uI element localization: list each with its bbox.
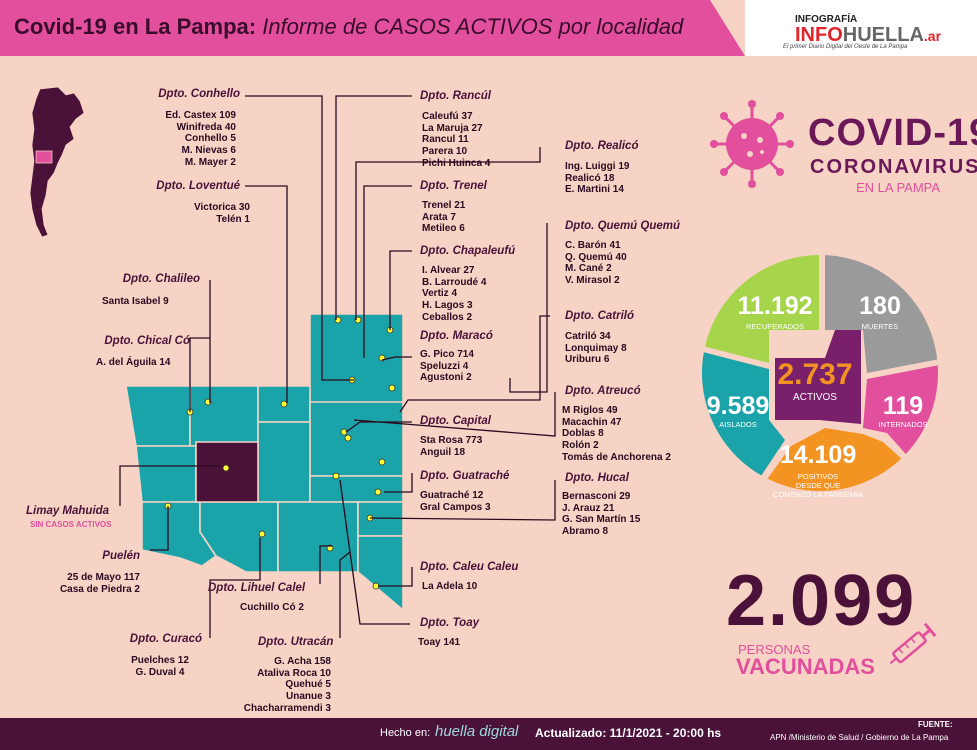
dept-atreuco-list: M Riglos 49 Macachin 47 Doblas 8 Rolón 2 Tom…	[562, 405, 671, 463]
la-pampa-label: EN LA PAMPA	[856, 180, 941, 195]
dept-catrilo-list: Catriló 34 Lonquimay 8 Uriburu 6	[565, 331, 627, 366]
dept-utracan-title: Dpto. Utracán	[258, 636, 334, 648]
logo-wordmark: INFOHUELLA.ar	[795, 24, 942, 46]
vaccinated-line2: VACUNADAS	[736, 654, 875, 679]
dept-chalileo-title: Dpto. Chalileo	[122, 273, 200, 285]
footer-updated: Actualizado: 11/1/2021 - 20:00 hs	[535, 726, 722, 740]
logo-tagline: El primer Diario Digital del Oeste de La…	[783, 44, 908, 50]
dept-toay-title: Dpto. Toay	[420, 617, 479, 629]
dept-maraco-list: G. Pico 714 Speluzzi 4 Agustoni 2	[420, 349, 474, 384]
activos-value: 2.737	[777, 358, 853, 391]
activos-label: ACTIVOS	[793, 392, 837, 403]
dept-chical-list: A. del Águila 14	[96, 357, 171, 368]
dept-chapaleufu-list: I. Alvear 27 B. Larroudé 4 Vertiz 4 H. Lago…	[422, 265, 487, 323]
footer	[0, 718, 977, 750]
dept-capital-list: Sta Rosa 773 Anguil 18	[420, 435, 483, 458]
footer-made-in: Hecho en:	[380, 727, 431, 739]
vaccinated-line1: PERSONAS	[738, 642, 811, 657]
stats-chart	[696, 249, 944, 497]
positivos-label: POSITIVOS DESDE QUE COMENZÓ LA PANDEMIA	[773, 472, 863, 499]
recuperados-value: 11.192	[737, 292, 813, 320]
dept-hucal-title: Dpto. Hucal	[565, 472, 629, 484]
dept-limay-note: SIN CASOS ACTIVOS	[30, 520, 112, 529]
dept-loventue-title: Dpto. Loventué	[156, 180, 240, 192]
page-title: Covid-19 en La Pampa: Informe de CASOS A…	[14, 14, 684, 39]
dept-rancul-list: Caleufú 37 La Maruja 27 Rancul 11 Parera 10…	[422, 111, 491, 169]
syringe-icon	[889, 622, 937, 665]
dept-chical-title: Dpto. Chical Có	[104, 335, 190, 347]
vaccinated-number: 2.099	[726, 561, 917, 641]
footer-source: APN /Ministerio de Salud / Gobierno de L…	[770, 733, 949, 742]
dept-curaco-list: Puelches 12 G. Duval 4	[131, 655, 189, 678]
dept-hucal-list: Bernasconi 29 J. Arauz 21 G. San Martín 15…	[562, 491, 641, 538]
dept-lihuel-list: Cuchillo Có 2	[240, 602, 304, 613]
dept-quemu-title: Dpto. Quemú Quemú	[565, 220, 680, 232]
dept-chapaleufu-title: Dpto. Chapaleufú	[420, 245, 516, 257]
muertes-label: MUERTES	[861, 322, 899, 331]
dept-caleu-list: La Adela 10	[422, 581, 478, 592]
dept-trenel-title: Dpto. Trenel	[420, 180, 487, 192]
dept-guatrache-title: Dpto. Guatraché	[420, 470, 510, 482]
dept-capital-title: Dpto. Capital	[420, 415, 491, 427]
dept-toay-list: Toay 141	[418, 637, 461, 648]
internados-value: 119	[882, 392, 924, 420]
aislados-label: AISLADOS	[719, 420, 757, 429]
footer-source-label: FUENTE:	[918, 720, 953, 729]
dept-caleu-title: Dpto. Caleu Caleu	[420, 561, 519, 573]
positivos-value: 14.109	[779, 441, 857, 469]
coronavirus-label: CORONAVIRUS	[810, 156, 977, 178]
dept-quemu-list: C. Barón 41 Q. Quemú 40 M. Cané 2 V. Miraso…	[565, 240, 627, 287]
argentina-map-icon	[29, 86, 85, 238]
recuperados-label: RECUPERADOS	[746, 322, 804, 331]
slice-activos	[775, 330, 861, 424]
virus-icon	[710, 100, 794, 188]
dept-utracan-list: G. Acha 158 Ataliva Roca 10 Quehué 5 Unanue…	[243, 656, 331, 714]
dept-conhello-title: Dpto. Conhello	[158, 88, 240, 100]
dept-trenel-list: Trenel 21 Arata 7 Metileo 6	[422, 200, 466, 235]
dept-limay-title: Limay Mahuida	[26, 505, 110, 517]
dept-atreuco-title: Dpto. Atreucó	[565, 385, 641, 397]
dept-realico-list: Ing. Luiggi 19 Realicó 18 E. Martini 14	[565, 161, 630, 196]
dept-guatrache-list: Guatraché 12 Gral Campos 3	[420, 490, 491, 513]
logo-small-label: INFOGRAFÍA	[795, 14, 858, 25]
dept-lihuel-title: Dpto. Lihuel Calel	[208, 582, 306, 594]
dept-loventue-list: Victorica 30 Telén 1	[194, 202, 250, 225]
limay-mahuida-region	[195, 441, 259, 503]
logo: INFOGRAFÍA INFOHUELLA.ar El primer Diari…	[745, 0, 977, 56]
dept-maraco-title: Dpto. Maracó	[420, 330, 493, 342]
footer-brand: huella digital	[435, 723, 519, 740]
covid-title: COVID-19	[808, 112, 977, 154]
dept-puelen-title: Puelén	[102, 550, 140, 562]
dept-chalileo-list: Santa Isabel 9	[102, 296, 169, 307]
dept-realico-title: Dpto. Realicó	[565, 140, 639, 152]
dept-catrilo-title: Dpto. Catriló	[565, 310, 634, 322]
internados-label: INTERNADOS	[878, 420, 928, 429]
header-bar	[0, 0, 745, 56]
muertes-value: 180	[859, 292, 901, 320]
dept-conhello-list: Ed. Castex 109 Winifreda 40 Conhello 5 M. N…	[165, 110, 236, 168]
dept-rancul-title: Dpto. Rancúl	[420, 90, 491, 102]
dept-curaco-title: Dpto. Curacó	[129, 633, 202, 645]
dept-puelen-list: 25 de Mayo 117 Casa de Piedra 2	[59, 572, 140, 595]
aislados-value: 9.589	[706, 392, 770, 420]
